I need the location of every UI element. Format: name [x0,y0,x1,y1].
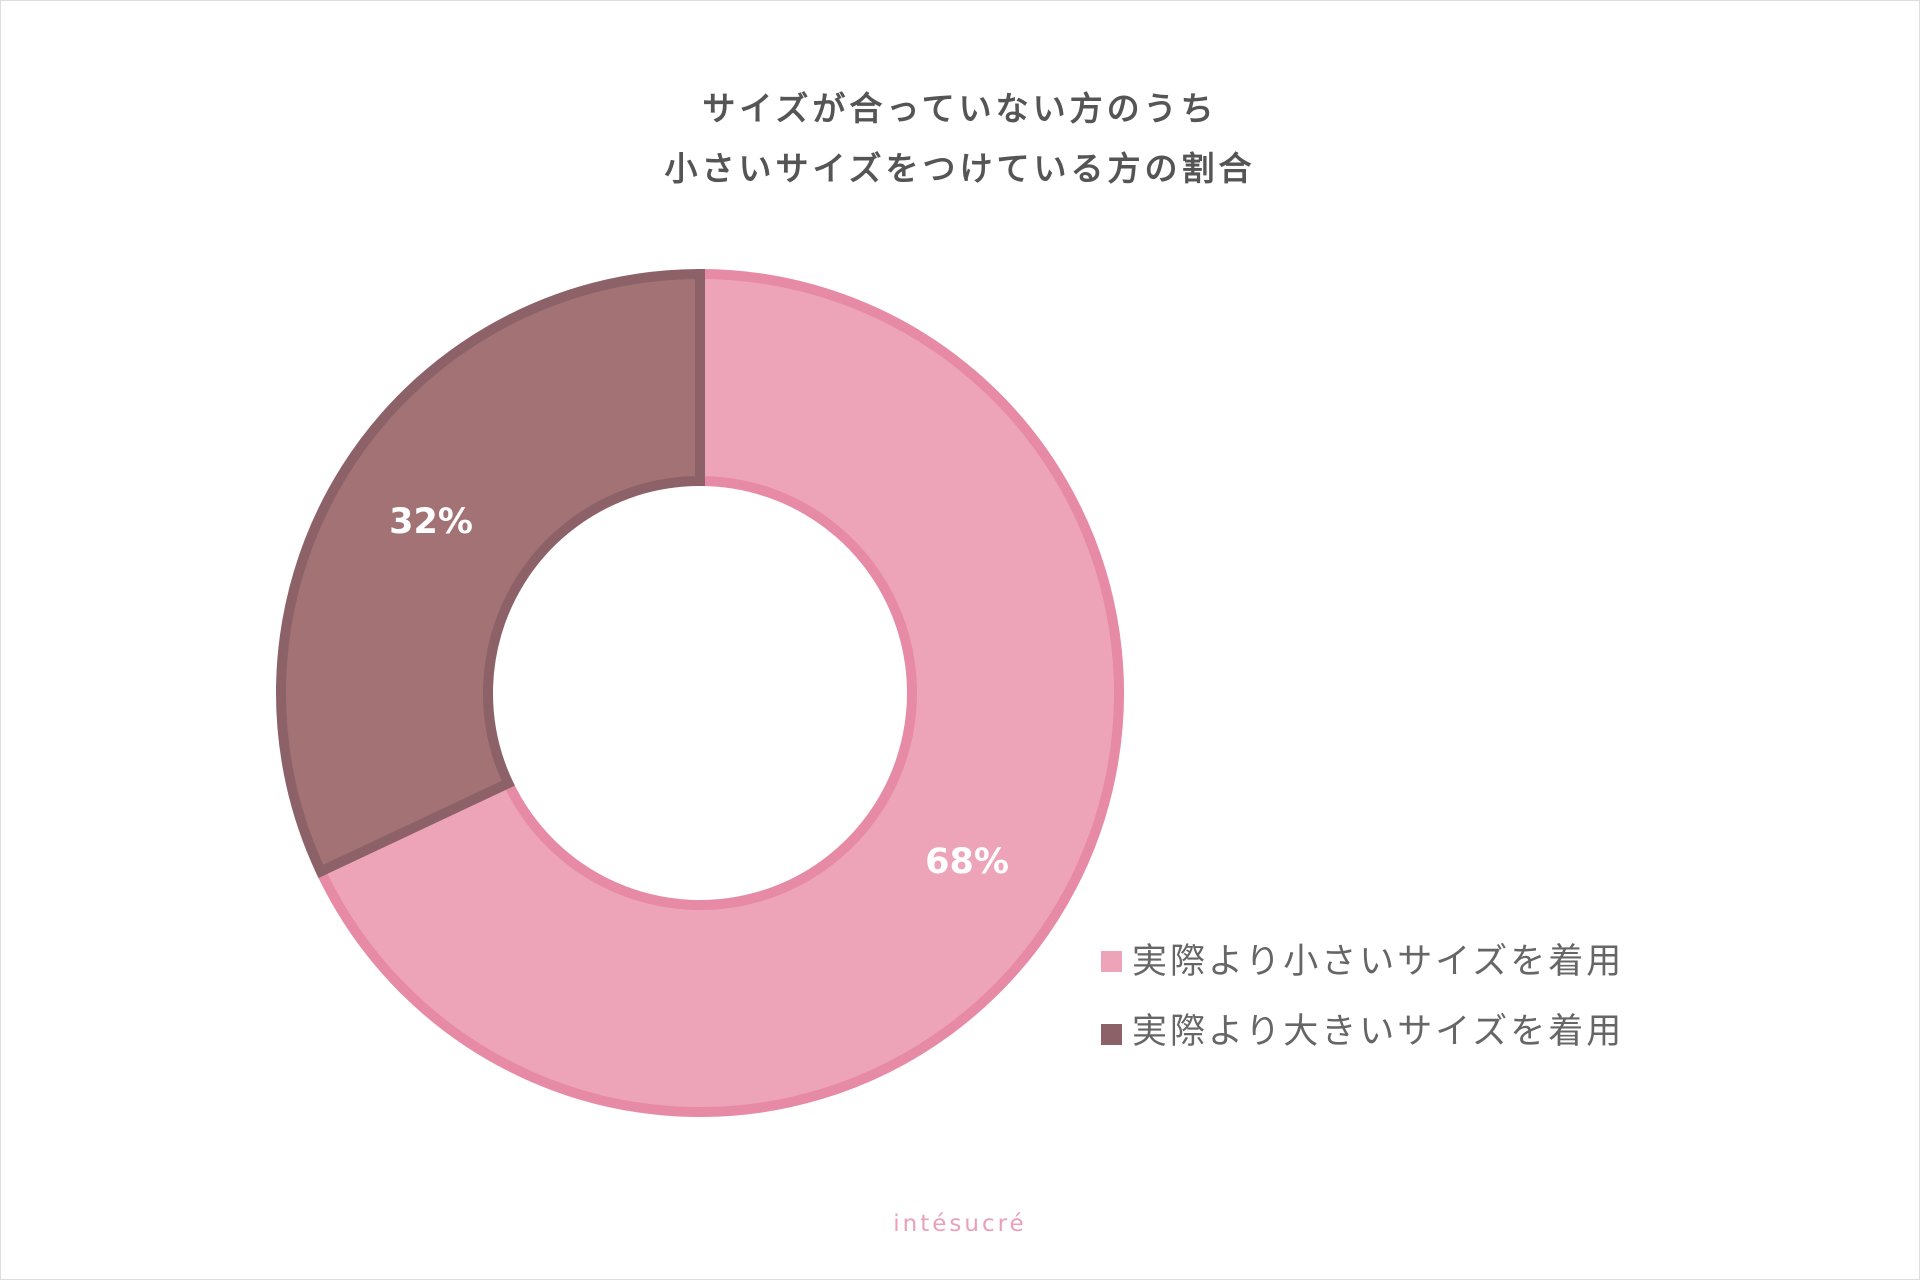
chart-title-line-2: 小さいサイズをつけている方の割合 [664,149,1255,188]
legend-swatch-large-size [1101,1024,1122,1045]
legend-label-large-size: 実際より大きいサイズを着用 [1132,1012,1624,1052]
slice-label-small-size: 68% [925,842,1009,882]
donut-slices [276,268,1124,1117]
brand-logo-text: intésucré [893,1211,1026,1237]
legend: 実際より小さいサイズを着用 実際より大きいサイズを着用 [1101,942,1624,1052]
donut-slice-large-size [276,268,705,879]
chart-title-line-1: サイズが合っていない方のうち [702,89,1217,128]
legend-item-small-size: 実際より小さいサイズを着用 [1101,942,1624,982]
legend-item-large-size: 実際より大きいサイズを着用 [1101,1012,1624,1052]
legend-swatch-small-size [1101,951,1122,972]
chart-title: サイズが合っていない方のうち 小さいサイズをつけている方の割合 [664,89,1255,188]
slice-label-large-size: 32% [389,502,473,542]
legend-label-small-size: 実際より小さいサイズを着用 [1132,942,1624,982]
donut-slice-small-size [314,268,1124,1117]
